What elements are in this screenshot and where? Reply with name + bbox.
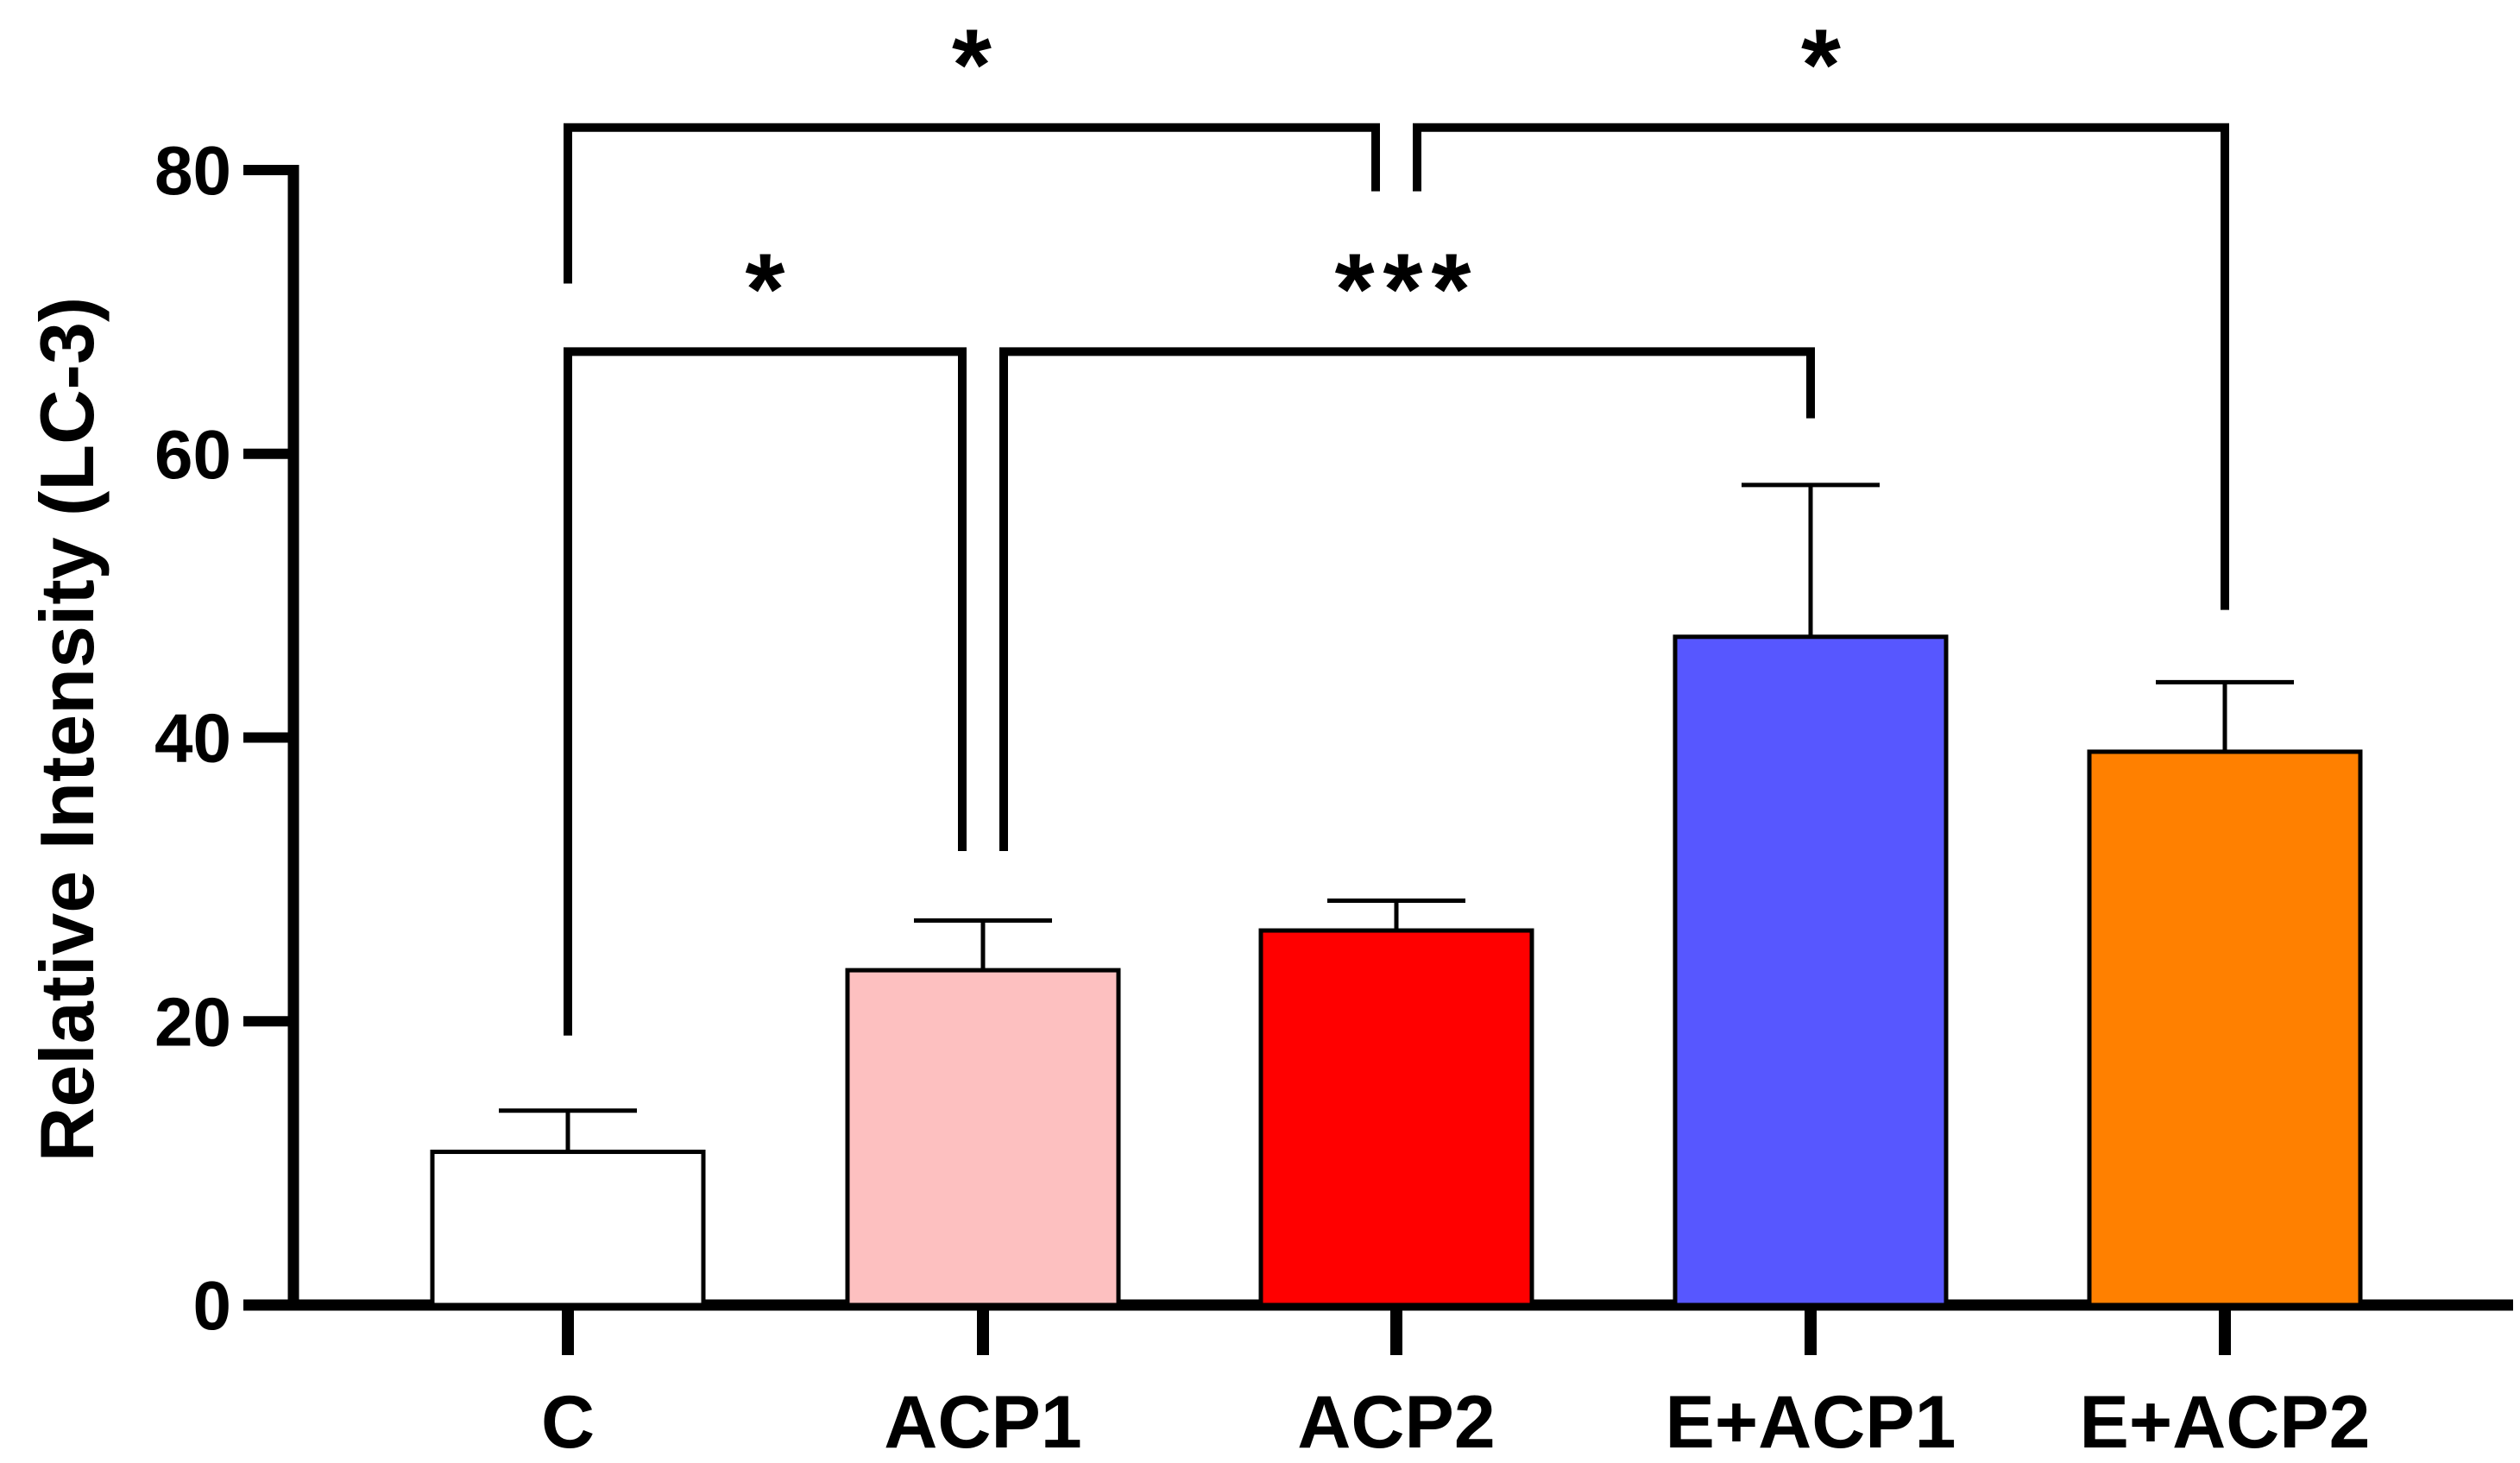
x-tick-label: ACP1 bbox=[884, 1381, 1081, 1463]
significance-label: * bbox=[952, 9, 992, 123]
x-tick-label: E+ACP1 bbox=[1666, 1381, 1956, 1463]
error-bars bbox=[499, 482, 2294, 1152]
bar bbox=[430, 1149, 706, 1308]
significance-label: * bbox=[1801, 9, 1841, 123]
bars bbox=[430, 634, 2363, 1308]
x-tick-label: E+ACP2 bbox=[2080, 1381, 2371, 1463]
significance-bracket bbox=[999, 347, 1815, 851]
y-tick-label: 80 bbox=[154, 132, 231, 209]
x-tick-label: C bbox=[541, 1381, 595, 1463]
y-tick-label: 40 bbox=[154, 700, 231, 777]
significance-label: *** bbox=[1335, 232, 1480, 346]
bar bbox=[1258, 928, 1534, 1308]
significance-bracket bbox=[564, 347, 967, 1036]
significance-label: * bbox=[746, 232, 785, 346]
bar bbox=[2087, 749, 2363, 1308]
x-axis: C ACP1 ACP2 E+ACP1 E+ACP2 bbox=[243, 1299, 2513, 1463]
x-tick-label: ACP2 bbox=[1297, 1381, 1495, 1463]
significance-brackets: * **** * bbox=[564, 9, 2229, 1036]
y-tick-label: 20 bbox=[154, 983, 231, 1060]
y-axis: 0 20 40 60 80 bbox=[154, 132, 299, 1344]
bar bbox=[1673, 634, 1949, 1308]
significance-bracket bbox=[564, 123, 1380, 284]
bar bbox=[845, 968, 1121, 1308]
y-tick-label: 0 bbox=[193, 1267, 232, 1344]
significance-bracket bbox=[1413, 123, 2229, 610]
y-axis-label: Relative Intensity (LC-3) bbox=[24, 297, 110, 1162]
y-tick-label: 60 bbox=[154, 416, 231, 493]
